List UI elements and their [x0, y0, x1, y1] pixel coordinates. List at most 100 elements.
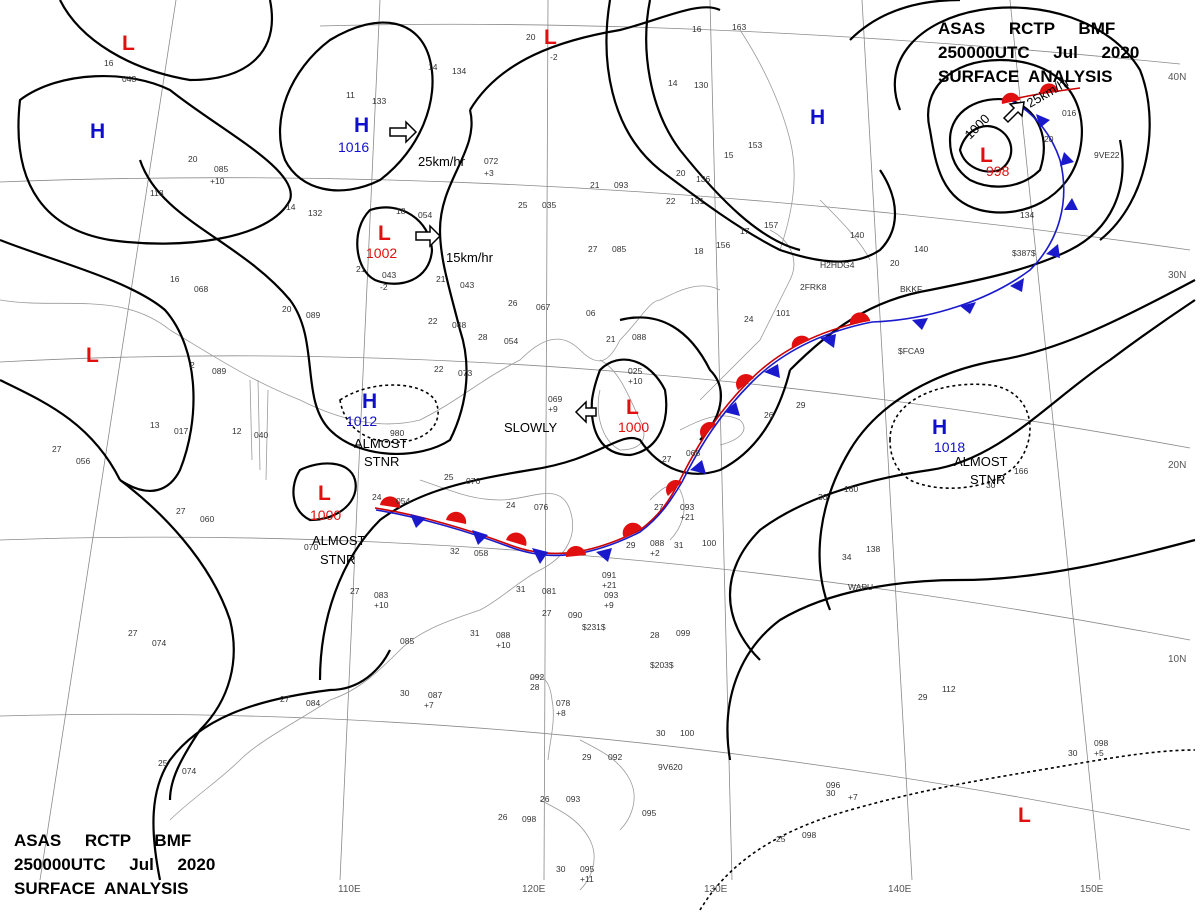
header-top-line-3: SURFACE ANALYSIS: [938, 67, 1112, 86]
station-value: +10: [496, 640, 511, 650]
station-value: 31: [674, 540, 684, 550]
station-value: 29: [796, 400, 806, 410]
station-value: 27: [280, 694, 290, 704]
station-value: +2: [650, 548, 660, 558]
high-center-e: H: [932, 416, 947, 439]
station-value: 098: [802, 830, 816, 840]
station-value: +10: [374, 600, 389, 610]
station-value: 074: [182, 766, 196, 776]
station-value: +5: [1094, 748, 1104, 758]
low-center-korea: L: [626, 396, 639, 419]
low-center-n: L: [378, 222, 391, 245]
station-value: 30: [826, 788, 836, 798]
station-value: 27: [654, 502, 664, 512]
almost-label-china: ALMOST: [354, 436, 408, 451]
lat-label-30n: 30N: [1168, 270, 1186, 281]
stnr-label-china: STNR: [364, 454, 399, 469]
station-value: 153: [748, 140, 762, 150]
station-value: $FCA9: [898, 346, 925, 356]
lon-label-150e: 150E: [1080, 884, 1104, 895]
station-value: 092: [608, 752, 622, 762]
almost-label-e: ALMOST: [954, 454, 1008, 469]
header-top-line-2: 250000UTC Jul 2020: [938, 43, 1139, 62]
station-value: 056: [76, 456, 90, 466]
station-value: 24: [506, 500, 516, 510]
station-value: 025: [628, 366, 642, 376]
low-pressure-korea: 1000: [618, 419, 649, 435]
low-pressure-ne: 998: [986, 163, 1010, 179]
station-value: 18: [396, 206, 406, 216]
station-value: +7: [848, 792, 858, 802]
station-value: 087: [428, 690, 442, 700]
station-value: +9: [548, 404, 558, 414]
header-top-line-1: ASAS RCTP BMF: [938, 19, 1115, 38]
station-value: 20: [890, 258, 900, 268]
station-value: 21: [590, 180, 600, 190]
station-value: $203$: [650, 660, 674, 670]
station-value: +21: [602, 580, 617, 590]
station-value: 26: [498, 812, 508, 822]
station-value: 092: [530, 672, 544, 682]
low-center-nw: L: [122, 32, 135, 55]
station-value: 27: [176, 506, 186, 516]
station-value: 054: [418, 210, 432, 220]
station-value: +10: [210, 176, 225, 186]
station-value: 093: [604, 590, 618, 600]
station-value: 100: [680, 728, 694, 738]
station-value: +10: [628, 376, 643, 386]
station-value: +9: [604, 600, 614, 610]
station-value: 30: [656, 728, 666, 738]
high-pressure-mongolia: 1016: [338, 139, 369, 155]
station-value: 20: [676, 168, 686, 178]
station-value: 088: [650, 538, 664, 548]
station-value: 085: [400, 636, 414, 646]
low-center-sw: L: [318, 482, 331, 505]
station-value: 28: [530, 682, 540, 692]
station-value: 21: [356, 264, 366, 274]
station-value: 043: [382, 270, 396, 280]
station-value: 18: [694, 246, 704, 256]
latitude-labels: 40N 30N 20N 10N: [1168, 72, 1186, 665]
low-pressure-sw: 1000: [310, 507, 341, 523]
station-value: WAPU: [848, 582, 873, 592]
station-value: 20: [188, 154, 198, 164]
station-value: 29: [918, 692, 928, 702]
station-value: 24: [744, 314, 754, 324]
station-value: 096: [826, 780, 840, 790]
station-value: 093: [566, 794, 580, 804]
station-value: 093: [614, 180, 628, 190]
station-value: 26: [540, 794, 550, 804]
station-value: 29: [582, 752, 592, 762]
lon-label-130e: 130E: [704, 884, 728, 895]
station-value: +11: [580, 874, 594, 884]
station-value: H2HDG4: [820, 260, 855, 270]
station-value: 040: [254, 430, 268, 440]
station-value: 088: [496, 630, 510, 640]
station-value: 054: [504, 336, 518, 346]
longitude-labels: 110E 120E 130E 140E 150E: [338, 884, 1104, 895]
station-value: +21: [680, 512, 695, 522]
station-value: 21: [606, 334, 616, 344]
station-value: 156: [716, 240, 730, 250]
station-value: 090: [568, 610, 582, 620]
speed-label-25: 25km/hr: [418, 154, 466, 169]
station-value: 25: [518, 200, 528, 210]
station-value: 14: [428, 62, 438, 72]
station-value: 16: [170, 274, 180, 284]
station-value: 140: [914, 244, 928, 254]
station-value: 22: [666, 196, 676, 206]
station-value: 28: [478, 332, 488, 342]
station-value: 058: [474, 548, 488, 558]
station-value: 30: [400, 688, 410, 698]
station-value: 048: [452, 320, 466, 330]
station-value: BKKF: [900, 284, 922, 294]
station-value: 017: [174, 426, 188, 436]
station-value: 035: [542, 200, 556, 210]
high-pressure-e: 1018: [934, 439, 965, 455]
header-bottom-line-2: 250000UTC Jul 2020: [14, 855, 215, 874]
station-value: -2: [550, 52, 558, 62]
station-value: 14: [668, 78, 678, 88]
station-value: 9V620: [658, 762, 683, 772]
